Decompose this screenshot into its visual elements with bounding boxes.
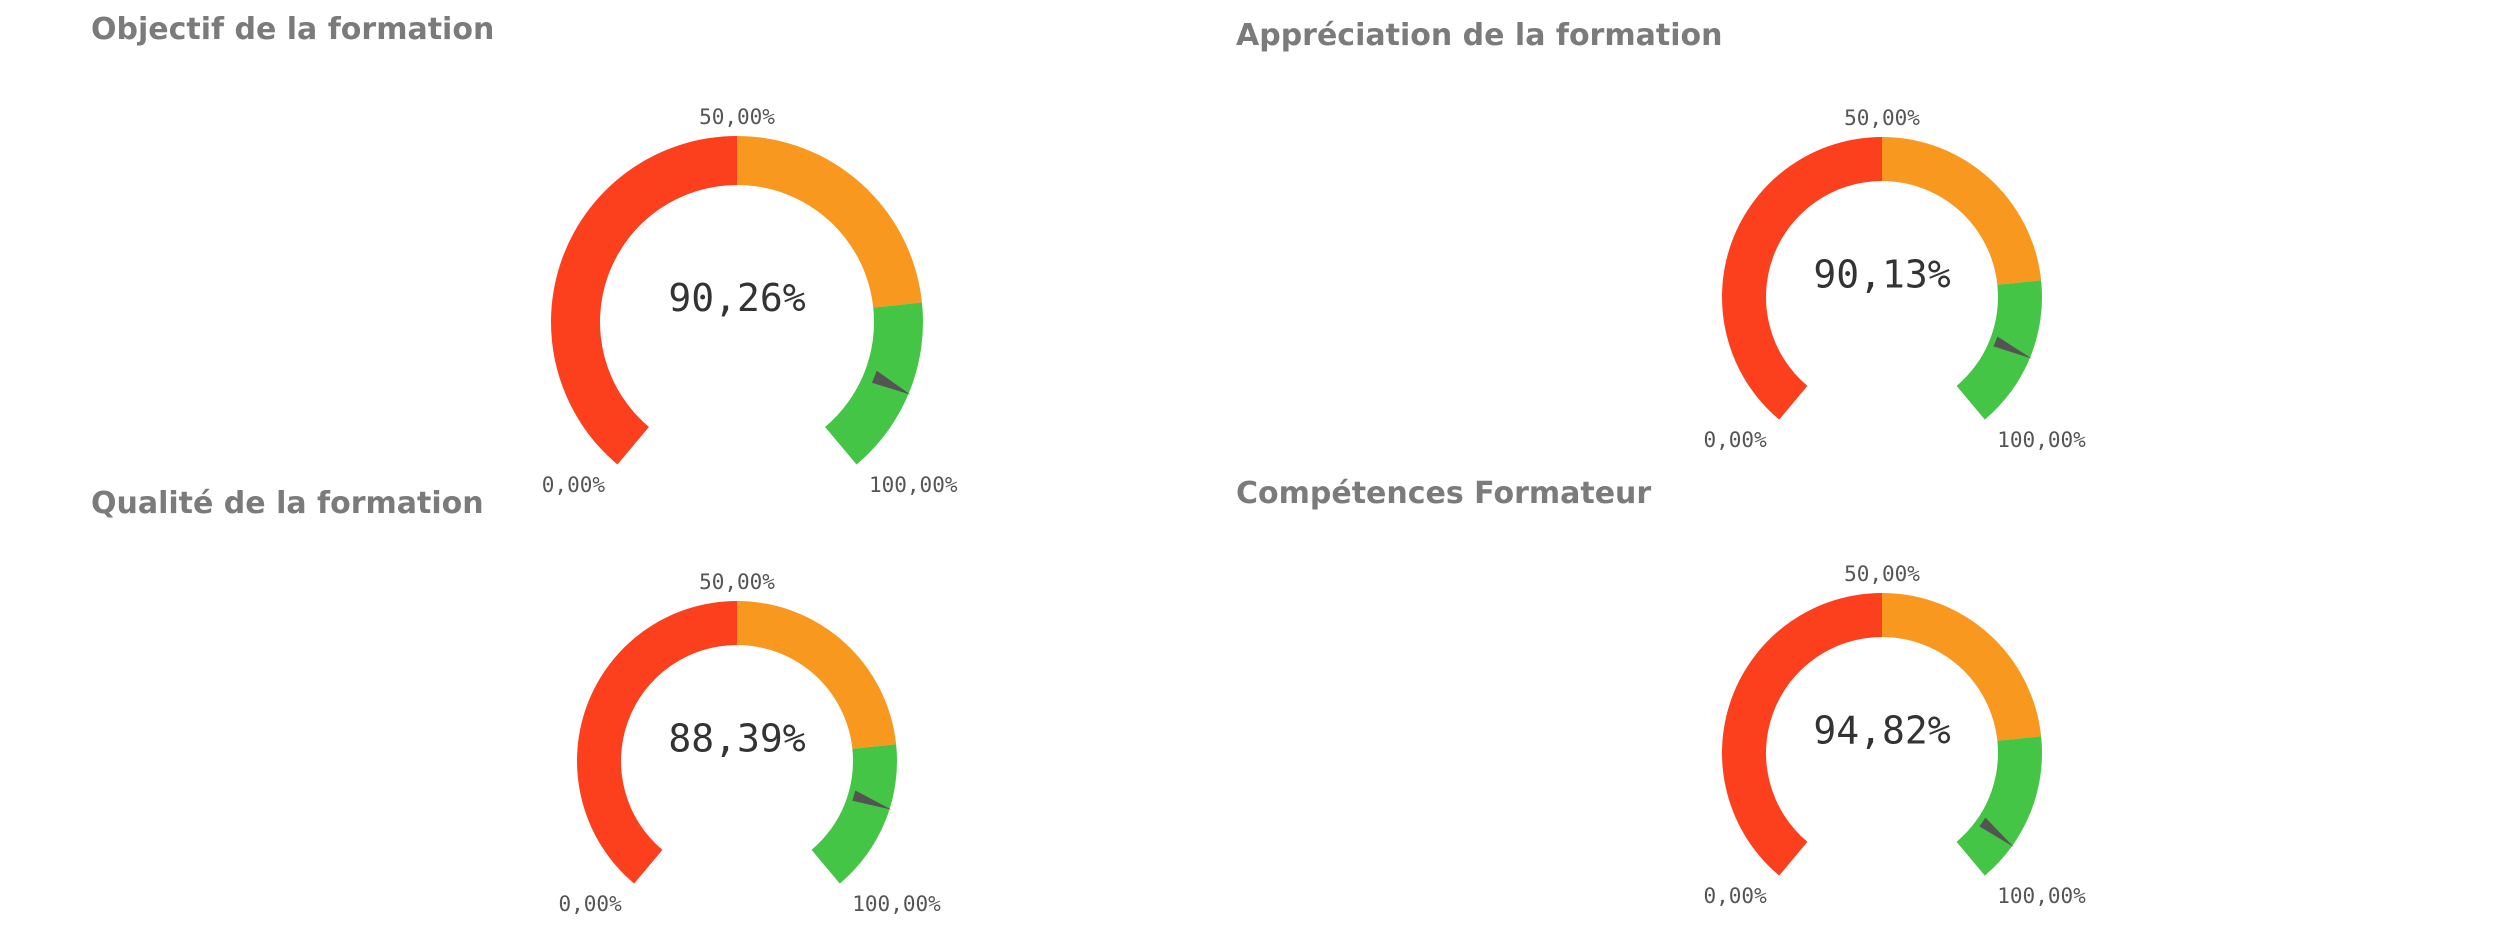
gauge-min-label: 0,00% — [1704, 428, 1768, 452]
gauge-value: 88,39% — [668, 717, 805, 761]
gauge-min-label: 0,00% — [559, 892, 623, 916]
gauge-band-0 — [551, 136, 737, 465]
gauge-band-0 — [1722, 593, 1882, 876]
gauge-max-label: 100,00% — [869, 473, 958, 497]
gauge-band-2 — [1956, 280, 2042, 420]
gauge-needle — [852, 790, 892, 810]
gauge-max-label: 100,00% — [1997, 884, 2086, 908]
gauge-min-label: 0,00% — [542, 473, 606, 497]
gauge-needle — [1993, 336, 2032, 359]
panel-title: Objectif de la formation — [91, 12, 495, 47]
gauge-mid-label: 50,00% — [699, 570, 775, 594]
gauge-band-2 — [811, 744, 897, 884]
gauge-band-1 — [737, 136, 922, 308]
gauge-band-1 — [1882, 137, 2042, 285]
gauge-panel-competences: Compétences Formateur 0,00% 100,00% 50,00%… — [1145, 468, 2345, 938]
gauge-band-1 — [737, 601, 897, 749]
gauge-value: 90,26% — [668, 276, 805, 320]
gauge-band-2 — [1956, 736, 2042, 876]
panel-title: Appréciation de la formation — [1236, 18, 1723, 53]
gauge-mid-label: 50,00% — [1844, 562, 1920, 586]
gauge-max-label: 100,00% — [852, 892, 941, 916]
gauge-mid-label: 50,00% — [1844, 106, 1920, 130]
gauge-band-2 — [825, 302, 924, 465]
gauge-needle — [1979, 817, 2014, 848]
gauge-band-0 — [576, 601, 737, 884]
gauge-value: 94,82% — [1813, 709, 1950, 753]
gauge-chart[interactable]: 0,00% 100,00% 50,00% 88,39% — [0, 468, 1200, 938]
gauge-chart[interactable]: 0,00% 100,00% 50,00% 94,82% — [1145, 468, 2345, 938]
panel-title: Compétences Formateur — [1236, 476, 1652, 511]
panel-title: Qualité de la formation — [91, 486, 484, 521]
gauge-band-0 — [1722, 137, 1882, 420]
gauge-panel-objectif: Objectif de la formation 0,00% 100,00% 50,… — [0, 0, 1200, 497]
gauge-chart[interactable]: 0,00% 100,00% 50,00% 90,13% — [1145, 0, 2345, 470]
gauge-panel-appreciation: Appréciation de la formation 0,00% 100,00… — [1145, 0, 2345, 470]
gauge-mid-label: 50,00% — [699, 105, 775, 129]
gauge-panel-qualite: Qualité de la formation 0,00% 100,00% 50,0… — [0, 468, 1200, 938]
gauge-min-label: 0,00% — [1704, 884, 1768, 908]
gauge-value: 90,13% — [1813, 253, 1950, 297]
gauge-needle — [871, 370, 911, 395]
gauge-band-1 — [1882, 593, 2042, 741]
gauge-chart[interactable]: 0,00% 100,00% 50,00% 90,26% — [0, 0, 1200, 497]
gauge-max-label: 100,00% — [1997, 428, 2086, 452]
